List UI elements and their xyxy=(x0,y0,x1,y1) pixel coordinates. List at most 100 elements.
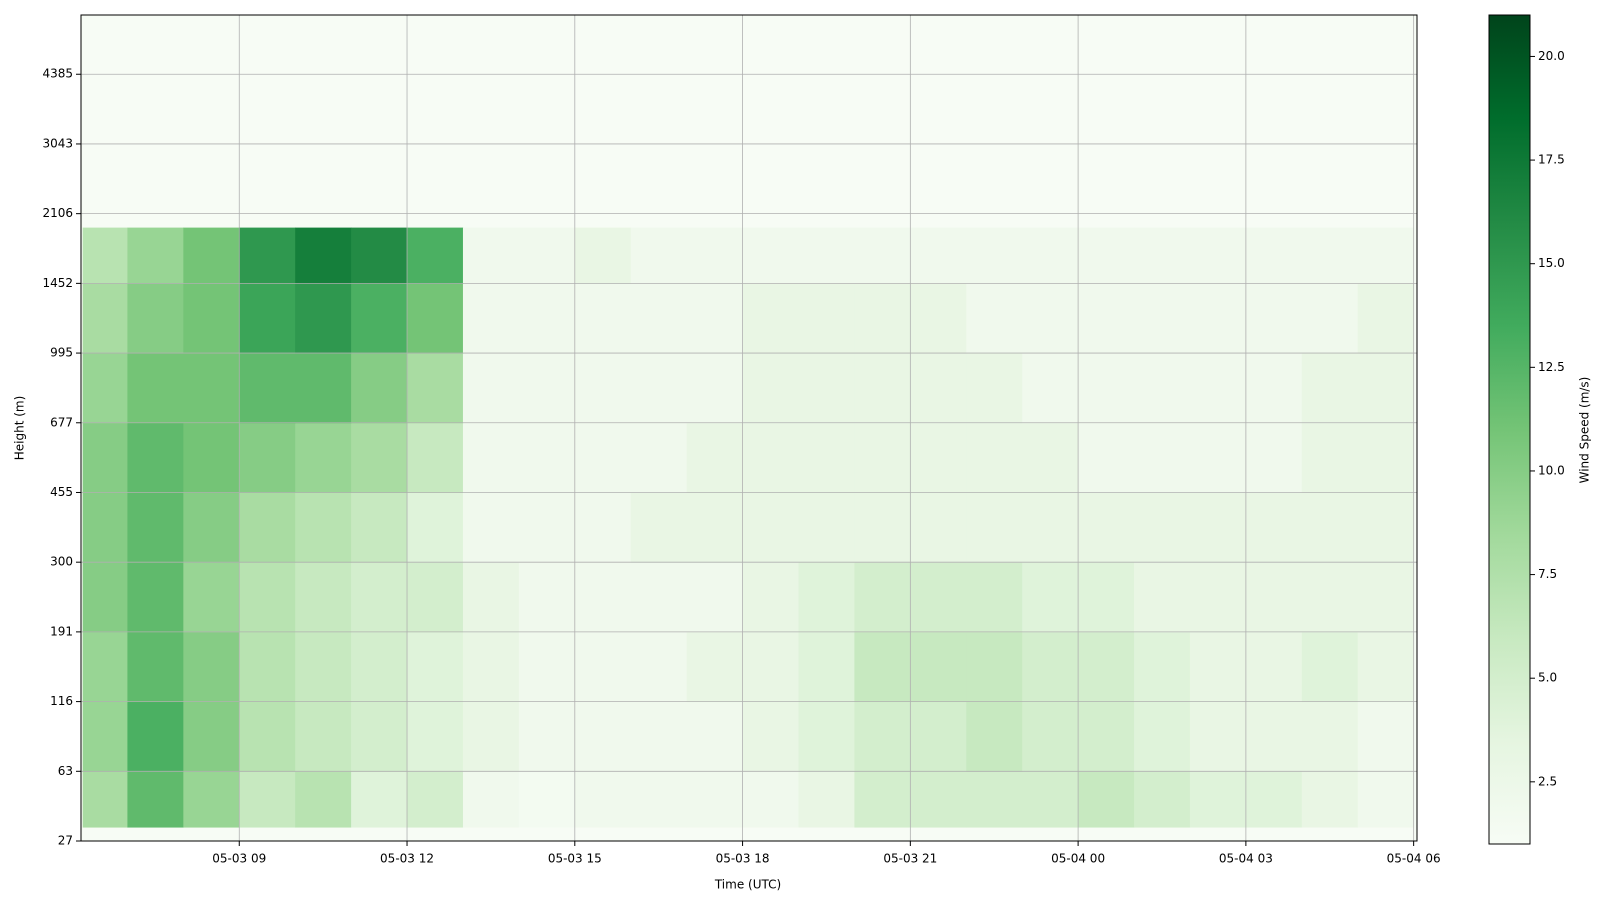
heatmap-cell xyxy=(351,492,408,563)
heatmap-cell xyxy=(1022,631,1079,703)
heatmap-cell xyxy=(854,562,911,633)
heatmap-cell xyxy=(82,283,128,354)
heatmap-cell xyxy=(127,353,184,424)
y-tick-label: 3043 xyxy=(42,136,73,150)
heatmap-cell xyxy=(1134,492,1191,563)
heatmap-cell xyxy=(1245,771,1303,828)
heatmap-cell xyxy=(1357,771,1415,828)
heatmap-cell xyxy=(1134,227,1191,284)
heatmap-cell xyxy=(910,701,967,772)
heatmap-cell xyxy=(1022,422,1079,493)
heatmap-cell xyxy=(82,701,128,772)
heatmap-cell xyxy=(407,631,464,703)
heatmap-cell xyxy=(742,422,799,493)
heatmap-cell xyxy=(82,422,128,493)
heatmap-cell xyxy=(1357,283,1415,354)
heatmap-cell xyxy=(742,562,799,633)
heatmap-cell xyxy=(518,227,576,284)
heatmap-cell xyxy=(574,492,632,563)
heatmap-cell xyxy=(742,227,799,284)
y-tick-label: 27 xyxy=(58,834,73,848)
heatmap-cell xyxy=(82,227,128,284)
heatmap-cell xyxy=(518,353,576,424)
heatmap-cell xyxy=(1078,771,1135,828)
heatmap-cell xyxy=(854,701,911,772)
heatmap-cell xyxy=(910,562,967,633)
heatmap-cell xyxy=(239,422,296,493)
heatmap-cell xyxy=(686,771,744,828)
y-tick-label: 2106 xyxy=(42,206,73,220)
heatmap-cell xyxy=(295,283,352,354)
heatmap-cell xyxy=(1078,492,1135,563)
heatmap-cell xyxy=(1189,631,1247,703)
x-tick-label: 05-03 12 xyxy=(380,852,434,866)
colorbar xyxy=(1488,14,1531,845)
heatmap-cell xyxy=(295,771,352,828)
heatmap-cell xyxy=(351,422,408,493)
heatmap-cell xyxy=(351,562,408,633)
heatmap-cell xyxy=(1189,283,1247,354)
heatmap-cell xyxy=(1134,562,1191,633)
heatmap-cell xyxy=(1078,422,1135,493)
heatmap-cell xyxy=(1301,771,1359,828)
heatmap-cell xyxy=(1245,227,1303,284)
heatmap-cell xyxy=(686,422,744,493)
heatmap-cell xyxy=(1134,353,1191,424)
heatmap-cell xyxy=(239,771,296,828)
heatmap-cell xyxy=(1357,631,1415,703)
heatmap-cell xyxy=(127,631,184,703)
heatmap-cell xyxy=(966,227,1023,284)
heatmap-cell xyxy=(1189,422,1247,493)
heatmap-cell xyxy=(1301,631,1359,703)
y-axis-label: Height (m) xyxy=(13,396,27,461)
heatmap-cell xyxy=(574,283,632,354)
heatmap-cell xyxy=(686,227,744,284)
heatmap-cell xyxy=(1078,283,1135,354)
heatmap-cell xyxy=(1301,701,1359,772)
heatmap-cell xyxy=(854,422,911,493)
heatmap-cell xyxy=(183,353,240,424)
y-tick-label: 4385 xyxy=(42,67,73,81)
x-tick-label: 05-04 03 xyxy=(1219,852,1273,866)
heatmap-cell xyxy=(1301,562,1359,633)
heatmap-cell xyxy=(407,283,464,354)
x-axis-label: Time (UTC) xyxy=(714,878,781,892)
heatmap-cell xyxy=(1189,492,1247,563)
heatmap-cell xyxy=(1078,353,1135,424)
heatmap-cell xyxy=(1022,227,1079,284)
heatmap-cell xyxy=(462,771,520,828)
heatmap-cell xyxy=(1189,701,1247,772)
heatmap-cell xyxy=(630,227,688,284)
heatmap-cell xyxy=(1189,562,1247,633)
heatmap-cell xyxy=(82,631,128,703)
heatmap-cell xyxy=(1301,283,1359,354)
heatmap-cell xyxy=(574,631,632,703)
heatmap-cell xyxy=(742,492,799,563)
heatmap-cell xyxy=(462,631,520,703)
heatmap-cell xyxy=(966,631,1023,703)
heatmap-cell xyxy=(127,283,184,354)
heatmap-cell xyxy=(1189,227,1247,284)
heatmap-cell xyxy=(966,701,1023,772)
heatmap-cell xyxy=(966,353,1023,424)
heatmap-cell xyxy=(351,701,408,772)
heatmap-cell xyxy=(407,771,464,828)
heatmap-cell xyxy=(798,771,855,828)
heatmap-cell xyxy=(127,227,184,284)
colorbar-tick-label: 12.5 xyxy=(1538,360,1565,374)
heatmap-cell xyxy=(574,701,632,772)
heatmap-cell xyxy=(407,492,464,563)
heatmap-cell xyxy=(910,283,967,354)
heatmap-cell xyxy=(518,422,576,493)
heatmap-cell xyxy=(966,492,1023,563)
heatmap-cell xyxy=(910,492,967,563)
heatmap-cell xyxy=(966,771,1023,828)
heatmap-cell xyxy=(574,353,632,424)
heatmap-cell xyxy=(239,227,296,284)
heatmap-cell xyxy=(686,283,744,354)
heatmap-cell xyxy=(686,492,744,563)
heatmap-cell xyxy=(1022,701,1079,772)
heatmap-cell xyxy=(462,422,520,493)
heatmap-cell xyxy=(82,353,128,424)
plot-frame xyxy=(80,14,1418,842)
